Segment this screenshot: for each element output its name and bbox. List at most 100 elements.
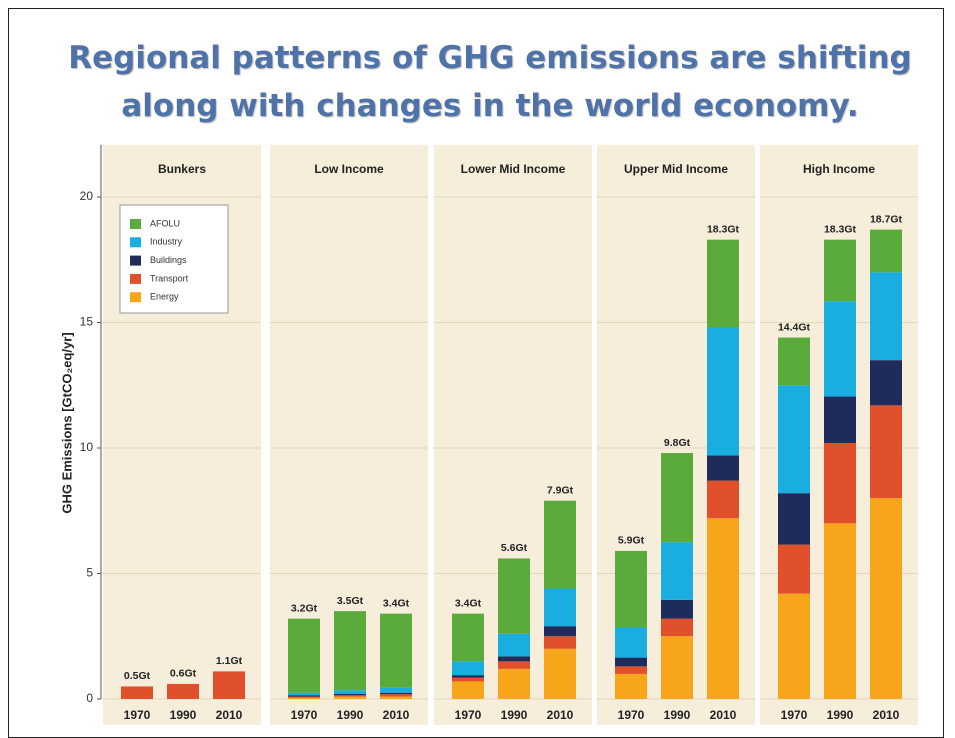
x-tick-label: 1970 [781, 708, 808, 722]
legend-swatch [130, 237, 141, 248]
bar-segment [824, 523, 856, 699]
total-label: 3.4Gt [455, 597, 482, 609]
legend-swatch [130, 273, 141, 284]
panel-header: Bunkers [158, 162, 206, 176]
bar-segment [452, 613, 484, 662]
y-tick-label: 0 [86, 691, 93, 705]
bar-segment [334, 693, 366, 696]
total-label: 18.3Gt [707, 223, 740, 235]
legend-swatch [130, 292, 141, 303]
bar-segment [824, 396, 856, 443]
bar-segment [380, 687, 412, 693]
legend-swatch [130, 255, 141, 266]
x-tick-label: 1990 [501, 708, 528, 722]
slide-title: Regional patterns of GHG emissions are s… [68, 40, 912, 124]
panel-header: High Income [803, 162, 875, 176]
total-label: 3.2Gt [291, 602, 318, 614]
bar-segment [121, 686, 153, 699]
x-tick-label: 2010 [216, 708, 243, 722]
x-tick-label: 1970 [124, 708, 151, 722]
total-label: 18.7Gt [870, 213, 903, 225]
bar-segment [544, 500, 576, 589]
total-label: 0.6Gt [170, 668, 197, 680]
y-tick-label: 15 [80, 315, 94, 329]
bar-segment [288, 697, 320, 699]
bar-segment [707, 239, 739, 328]
total-label: 18.3Gt [824, 223, 857, 235]
x-tick-label: 1990 [664, 708, 691, 722]
total-label: 9.8Gt [664, 437, 691, 449]
bar-segment [778, 493, 810, 545]
y-axis-label: GHG Emissions [GtCO₂eq/yr] [59, 332, 74, 513]
bar-segment [452, 675, 484, 678]
total-label: 0.5Gt [124, 670, 151, 682]
bar-segment [870, 498, 902, 699]
bar-segment [615, 666, 647, 674]
bar-segment [288, 692, 320, 696]
legend-label: AFOLU [150, 218, 180, 228]
y-tick-label: 10 [80, 440, 94, 454]
total-label: 3.4Gt [383, 597, 410, 609]
total-label: 5.9Gt [618, 535, 645, 547]
total-label: 14.4Gt [778, 321, 811, 333]
legend-label: Transport [150, 273, 189, 283]
panel-header: Lower Mid Income [461, 162, 566, 176]
bar-segment [615, 673, 647, 699]
bar-segment [544, 636, 576, 649]
bar-segment [498, 633, 530, 657]
bar-segment [778, 593, 810, 699]
bar-segment [288, 696, 320, 698]
x-tick-label: 1970 [455, 708, 482, 722]
bar-segment [544, 648, 576, 699]
bar-segment [870, 229, 902, 273]
bar-segment [544, 626, 576, 637]
bar-segment [288, 695, 320, 697]
bar-segment [870, 360, 902, 406]
x-tick-label: 1990 [170, 708, 197, 722]
bar-segment [661, 599, 693, 619]
bar-segment [661, 618, 693, 637]
total-label: 3.5Gt [337, 595, 364, 607]
total-label: 7.9Gt [547, 484, 574, 496]
bar-segment [288, 618, 320, 693]
bar-segment [498, 668, 530, 699]
x-tick-label: 1970 [291, 708, 318, 722]
bar-segment [615, 627, 647, 658]
bar-segment [707, 480, 739, 519]
legend-label: Industry [150, 237, 183, 247]
bar-segment [661, 636, 693, 699]
x-tick-label: 2010 [873, 708, 900, 722]
legend-label: Buildings [150, 255, 187, 265]
bar-segment [661, 542, 693, 600]
bar-segment [498, 558, 530, 634]
bar-segment [824, 239, 856, 302]
bar-segment [334, 690, 366, 694]
bar-segment [544, 588, 576, 627]
x-tick-label: 2010 [710, 708, 737, 722]
bar-segment [334, 695, 366, 697]
bar-segment [824, 301, 856, 397]
y-tick-label: 5 [86, 566, 93, 580]
bar-segment [380, 692, 412, 694]
bar-segment [824, 442, 856, 524]
legend-swatch [130, 219, 141, 229]
bar-segment [380, 696, 412, 699]
bar-segment [380, 613, 412, 688]
bar-segment [167, 683, 199, 699]
bar-segment [870, 272, 902, 361]
bar-segment [707, 518, 739, 699]
panel-header: Low Income [314, 162, 384, 176]
bar-segment [778, 337, 810, 386]
bar-segment [778, 385, 810, 494]
bar-segment [498, 661, 530, 669]
bar-segment [334, 696, 366, 699]
bar-segment [615, 550, 647, 628]
x-tick-label: 1990 [337, 708, 364, 722]
bar-segment [615, 657, 647, 667]
total-label: 5.6Gt [501, 542, 528, 554]
bar-segment [452, 661, 484, 676]
x-tick-label: 2010 [547, 708, 574, 722]
total-label: 1.1Gt [216, 655, 243, 667]
